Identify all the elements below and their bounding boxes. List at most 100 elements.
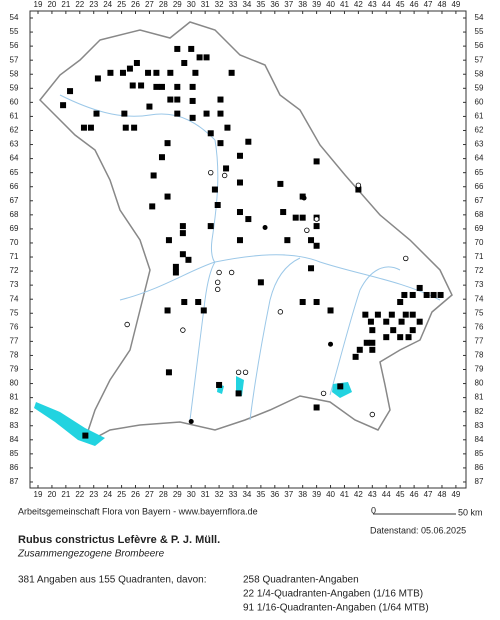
row-label: 57 bbox=[475, 55, 484, 64]
lake bbox=[332, 382, 352, 398]
river bbox=[119, 254, 441, 301]
record-square bbox=[327, 307, 334, 314]
record-open-circle bbox=[214, 286, 221, 293]
column-label: 43 bbox=[368, 0, 377, 9]
record-open-circle bbox=[228, 269, 235, 276]
scale-start: 0 bbox=[371, 505, 376, 515]
column-label: 31 bbox=[201, 0, 210, 9]
record-square bbox=[369, 346, 376, 353]
row-label: 66 bbox=[475, 182, 484, 191]
row-label: 60 bbox=[475, 97, 484, 106]
row-label: 56 bbox=[10, 41, 19, 50]
record-square bbox=[313, 158, 320, 165]
record-square bbox=[284, 237, 291, 244]
record-square bbox=[165, 237, 172, 244]
record-square bbox=[192, 69, 199, 76]
record-square bbox=[121, 110, 128, 117]
row-label: 62 bbox=[10, 126, 19, 135]
row-label: 67 bbox=[10, 196, 19, 205]
date: Datenstand: 05.06.2025 bbox=[370, 525, 466, 535]
record-square bbox=[416, 318, 423, 325]
record-square bbox=[352, 353, 359, 360]
record-square bbox=[60, 102, 67, 109]
column-label: 38 bbox=[298, 0, 307, 9]
record-square bbox=[216, 381, 223, 388]
column-label: 19 bbox=[34, 490, 43, 499]
record-square bbox=[374, 311, 381, 318]
row-label: 68 bbox=[10, 210, 19, 219]
row-label: 81 bbox=[475, 393, 484, 402]
column-label: 20 bbox=[47, 0, 56, 9]
record-square bbox=[245, 216, 252, 223]
record-square bbox=[280, 209, 287, 216]
row-label: 68 bbox=[475, 210, 484, 219]
record-square bbox=[423, 291, 430, 298]
record-square bbox=[356, 346, 363, 353]
river bbox=[249, 257, 301, 421]
row-label: 70 bbox=[10, 238, 19, 247]
column-label: 48 bbox=[438, 490, 447, 499]
column-label: 40 bbox=[326, 490, 335, 499]
row-label: 75 bbox=[475, 308, 484, 317]
record-square bbox=[107, 69, 114, 76]
column-label: 32 bbox=[215, 490, 224, 499]
record-square bbox=[145, 69, 152, 76]
record-square bbox=[224, 124, 231, 131]
record-square bbox=[67, 88, 74, 95]
title: Rubus constrictus Lefèvre & P. J. Müll. bbox=[18, 534, 220, 546]
column-label: 33 bbox=[229, 490, 238, 499]
record-square bbox=[355, 186, 362, 193]
record-square bbox=[236, 152, 243, 159]
record-square bbox=[369, 339, 376, 346]
record-square bbox=[195, 299, 202, 306]
record-square bbox=[313, 242, 320, 249]
record-square bbox=[167, 69, 174, 76]
record-square bbox=[185, 256, 192, 263]
record-square bbox=[172, 269, 179, 276]
row-label: 87 bbox=[475, 477, 484, 486]
record-square bbox=[228, 69, 235, 76]
record-square bbox=[133, 59, 140, 66]
record-square bbox=[337, 383, 344, 390]
row-label: 87 bbox=[10, 477, 19, 486]
record-square bbox=[80, 124, 87, 131]
record-square bbox=[388, 311, 395, 318]
record-open-circle bbox=[221, 172, 228, 179]
river bbox=[329, 266, 401, 396]
record-dot bbox=[301, 195, 307, 201]
row-label: 78 bbox=[10, 351, 19, 360]
row-label: 76 bbox=[10, 322, 19, 331]
record-square bbox=[196, 54, 203, 61]
record-square bbox=[164, 193, 171, 200]
column-label: 22 bbox=[75, 0, 84, 9]
row-label: 86 bbox=[10, 463, 19, 472]
column-label: 25 bbox=[117, 0, 126, 9]
river bbox=[189, 261, 216, 421]
record-square bbox=[363, 339, 370, 346]
row-label: 73 bbox=[10, 280, 19, 289]
record-square bbox=[94, 75, 101, 82]
column-label: 21 bbox=[61, 0, 70, 9]
record-open-circle bbox=[369, 411, 376, 418]
record-square bbox=[217, 140, 224, 147]
record-square bbox=[236, 237, 243, 244]
column-label: 20 bbox=[47, 490, 56, 499]
record-open-circle bbox=[235, 369, 242, 376]
record-square bbox=[172, 263, 179, 270]
record-square bbox=[164, 140, 171, 147]
record-square bbox=[362, 311, 369, 318]
column-label: 47 bbox=[424, 490, 433, 499]
breakdown-item: 91 1/16-Quadranten-Angaben (1/64 MTB) bbox=[243, 603, 429, 614]
record-square bbox=[207, 130, 214, 137]
column-label: 37 bbox=[284, 490, 293, 499]
record-square bbox=[236, 179, 243, 186]
column-label: 44 bbox=[382, 490, 391, 499]
column-label: 41 bbox=[340, 490, 349, 499]
record-open-circle bbox=[313, 216, 320, 222]
column-label: 48 bbox=[438, 0, 447, 9]
column-label: 32 bbox=[215, 0, 224, 9]
record-open-circle bbox=[304, 227, 310, 234]
row-label: 54 bbox=[475, 13, 484, 22]
column-label: 27 bbox=[145, 490, 154, 499]
record-square bbox=[398, 318, 405, 325]
